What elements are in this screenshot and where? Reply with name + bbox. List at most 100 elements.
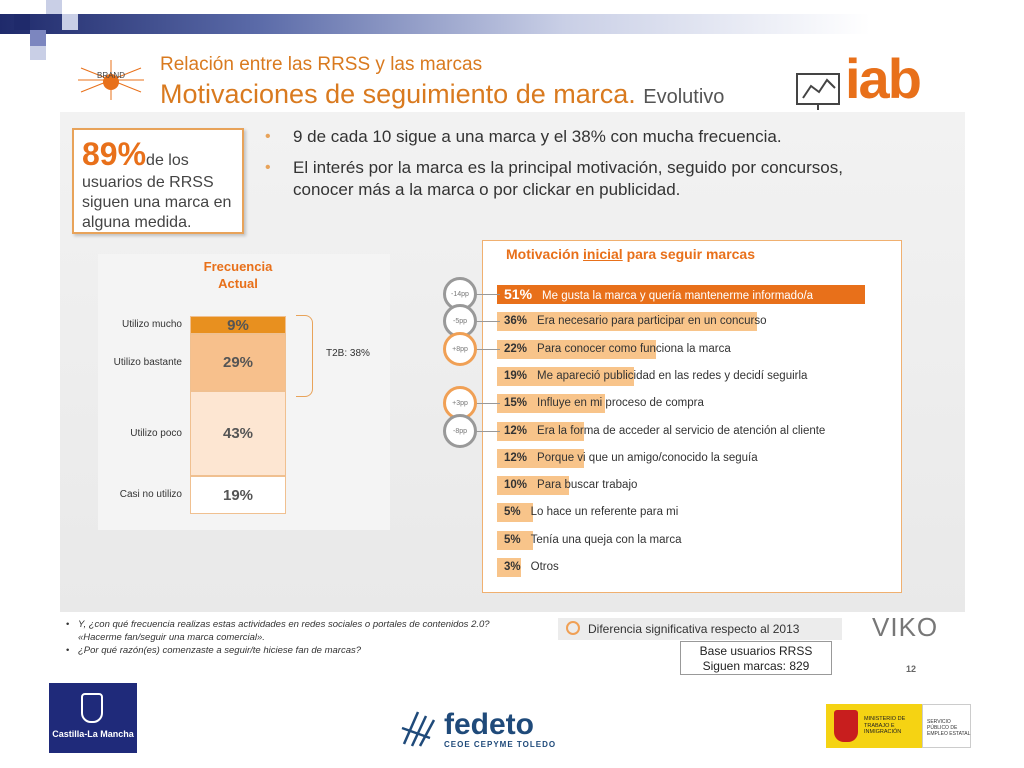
top-decorative-band	[0, 14, 1024, 34]
clm-logo-label: Castilla-La Mancha	[52, 729, 134, 739]
fedeto-logo: fedeto CEOE CEPYME TOLEDO	[398, 700, 558, 756]
motivation-bar-label: 19% Me apareció publicidad en las redes y…	[504, 367, 807, 386]
motivation-bar-value: 5%	[504, 534, 521, 546]
motivation-bar-label: 12% Era la forma de acceder al servicio d…	[504, 422, 825, 441]
ministerio-label: MINISTERIO DE TRABAJO E INMIGRACIÓN	[864, 716, 906, 735]
castle-icon	[81, 693, 103, 723]
motivation-bar-value: 3%	[504, 561, 521, 573]
motivation-bar	[497, 449, 584, 468]
motivation-title-underlined: inicial	[583, 246, 623, 262]
frequency-category-label: Casi no utilizo	[119, 489, 182, 500]
motivation-bar-label: 36% Era necesario para participar en un c…	[504, 312, 767, 331]
motivation-category-label: Otros	[530, 561, 559, 573]
footnotes: Y, ¿con qué frecuencia realizas estas ac…	[64, 618, 524, 657]
frequency-bar-segment: 29%	[190, 334, 286, 391]
corner-square-3	[46, 0, 62, 14]
difference-leader-line	[476, 294, 500, 295]
corner-square-1	[14, 14, 30, 30]
motivation-category-label: Porque vi que un amigo/conocido la seguí…	[537, 452, 758, 464]
t2b-bracket	[296, 315, 313, 397]
motivation-bar-label: 12% Porque vi que un amigo/conocido la se…	[504, 449, 758, 468]
brand-badge: BRAND	[78, 60, 144, 100]
finding-bullet: 9 de cada 10 sigue a una marca y el 38% …	[265, 126, 905, 148]
motivation-bar	[497, 503, 533, 522]
motivation-bar	[497, 476, 569, 495]
frequency-category-label: Utilizo bastante	[113, 356, 182, 368]
motivation-bar-label: 51% Me gusta la marca y quería mantenerme…	[504, 285, 813, 306]
motivation-bar-value: 12%	[504, 452, 528, 464]
sepe-logo: SERVICIO PÚBLICO DE EMPLEO ESTATAL	[922, 704, 971, 748]
callout-89-percent: 89%de los usuarios de RRSS siguen una ma…	[72, 128, 244, 234]
motivation-category-label: Para conocer como funciona la marca	[537, 343, 731, 355]
motivation-category-label: Tenía una queja con la marca	[530, 534, 682, 546]
motivation-bar-value: 36%	[504, 315, 528, 327]
frequency-bar-segment: 9%	[190, 316, 286, 334]
motivation-bar-value: 51%	[504, 286, 533, 302]
fedeto-wordmark: fedeto	[444, 708, 534, 741]
slide-subtitle: Relación entre las RRSS y las marcas	[160, 54, 483, 75]
frequency-bar-segment: 19%	[190, 476, 286, 514]
frequency-category-label: Utilizo poco	[130, 427, 182, 439]
motivation-bar-label: 10% Para buscar trabajo	[504, 476, 637, 495]
coat-of-arms-icon	[834, 710, 858, 742]
motivation-bar-value: 15%	[504, 397, 528, 409]
motivation-bar	[497, 531, 533, 550]
frequency-category-label: Utilizo mucho	[121, 319, 182, 330]
finding-bullet: El interés por la marca es la principal …	[265, 157, 905, 201]
motivation-bar	[497, 558, 521, 577]
callout-percent: 89%	[82, 136, 147, 172]
corner-square-2	[30, 30, 46, 46]
motivation-bar-value: 5%	[504, 506, 521, 518]
motivation-bar-value: 10%	[504, 479, 528, 491]
motivation-bar	[497, 340, 656, 359]
motivation-category-label: Me gusta la marca y quería mantenerme in…	[542, 290, 814, 302]
corner-square-4	[62, 14, 78, 30]
corner-square-5	[30, 46, 46, 60]
page-number: 12	[906, 664, 917, 674]
footnote-item: Y, ¿con qué frecuencia realizas estas ac…	[64, 618, 524, 644]
motivation-bar	[497, 312, 757, 331]
callout-text: usuarios de RRSS siguen una marca en alg…	[82, 174, 232, 231]
viko-logo: VIKO	[872, 612, 939, 642]
motivation-category-label: Era la forma de acceder al servicio de a…	[537, 425, 826, 437]
slide-title: Motivaciones de seguimiento de marca. Ev…	[160, 79, 724, 110]
slide-title-suffix: Evolutivo	[643, 86, 725, 108]
motivation-bar-value: 22%	[504, 343, 528, 355]
difference-bubble: -8pp	[443, 414, 477, 448]
legend-text: Diferencia significativa respecto al 201…	[588, 622, 800, 636]
motivation-bar-label: 3% Otros	[504, 558, 559, 577]
motivation-bar-label: 22% Para conocer como funciona la marca	[504, 340, 731, 359]
difference-bubble: +8pp	[443, 332, 477, 366]
legend-significant-difference: Diferencia significativa respecto al 201…	[558, 618, 842, 640]
frequency-chart-title: Frecuencia Actual	[203, 259, 273, 291]
legend-circle-icon	[566, 621, 580, 635]
motivation-bar-value: 12%	[504, 425, 528, 437]
motivation-bar-value: 19%	[504, 370, 528, 382]
fedeto-subtitle: CEOE CEPYME TOLEDO	[444, 740, 557, 749]
motivation-title-suffix: para seguir marcas	[622, 246, 755, 262]
difference-leader-line	[476, 431, 500, 432]
ministerio-logo: MINISTERIO DE TRABAJO E INMIGRACIÓN SERV…	[826, 704, 971, 748]
t2b-label: T2B: 38%	[326, 348, 370, 359]
callout-text-inline: de los	[146, 152, 189, 169]
base-line-2: Siguen marcas: 829	[702, 659, 810, 673]
motivation-bar	[497, 422, 584, 441]
motivation-chart-title: Motivación inicial para seguir marcas	[506, 246, 755, 262]
sepe-label: SERVICIO PÚBLICO DE EMPLEO ESTATAL	[927, 719, 971, 737]
footnote-item: ¿Por qué razón(es) comenzaste a seguir/t…	[64, 644, 524, 657]
motivation-bar	[497, 285, 865, 304]
motivation-bar-label: 5% Tenía una queja con la marca	[504, 531, 682, 550]
key-findings-list: 9 de cada 10 sigue a una marca y el 38% …	[265, 126, 905, 210]
motivation-bar-label: 15% Influye en mi proceso de compra	[504, 394, 704, 413]
castilla-la-mancha-logo: Castilla-La Mancha	[49, 683, 137, 753]
motivation-category-label: Para buscar trabajo	[537, 479, 638, 491]
motivation-category-label: Influye en mi proceso de compra	[537, 397, 704, 409]
difference-bubble: -14pp	[443, 277, 477, 311]
motivation-category-label: Lo hace un referente para mi	[530, 506, 679, 518]
motivation-bar	[497, 367, 634, 386]
frequency-bar-segment: 43%	[190, 391, 286, 476]
difference-leader-line	[476, 349, 500, 350]
fedeto-mark-icon	[401, 711, 436, 747]
motivation-bar-label: 5% Lo hace un referente para mi	[504, 503, 678, 522]
difference-leader-line	[476, 321, 500, 322]
